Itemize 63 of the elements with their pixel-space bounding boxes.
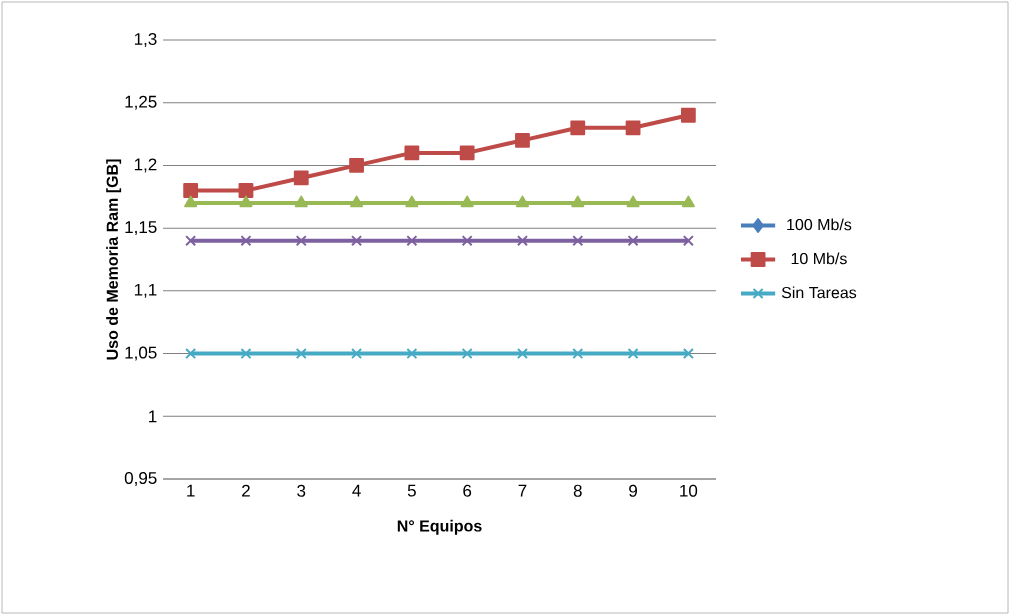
point — [459, 145, 475, 161]
point — [185, 348, 197, 360]
legend-label: 100 Mb/s — [787, 218, 852, 231]
y-tick-label: 1,05 — [125, 346, 157, 361]
point — [294, 195, 308, 208]
point — [625, 120, 641, 136]
point — [572, 348, 584, 360]
y-tick-label: 1,1 — [134, 283, 157, 298]
x-tick-label: 7 — [518, 484, 527, 497]
point — [185, 235, 197, 247]
y-tick-label: 1,15 — [125, 221, 157, 236]
point — [571, 195, 585, 208]
x-axis-title: N° Equipos — [397, 519, 482, 535]
point — [516, 235, 528, 247]
point — [682, 235, 694, 247]
point — [351, 235, 363, 247]
point — [295, 348, 307, 360]
point — [626, 195, 640, 208]
point — [570, 120, 586, 136]
x-tick-label: 8 — [573, 484, 582, 497]
x-tick-label: 6 — [463, 484, 472, 497]
point — [350, 195, 364, 208]
point — [240, 235, 252, 247]
point — [461, 235, 473, 247]
point — [239, 195, 253, 208]
point — [515, 195, 530, 208]
x-tick-label: 1 — [187, 484, 195, 497]
point — [405, 195, 419, 208]
point — [682, 348, 694, 360]
point — [460, 195, 474, 208]
x-tick-label: 3 — [297, 484, 306, 497]
point — [627, 348, 639, 360]
point — [184, 195, 198, 208]
point — [349, 158, 364, 173]
x-tick-label: 10 — [680, 484, 698, 497]
point — [680, 107, 696, 123]
point — [406, 235, 418, 247]
point — [572, 235, 584, 247]
x-tick-label: 9 — [629, 484, 637, 497]
point — [404, 145, 420, 161]
point — [515, 132, 530, 148]
point — [681, 195, 695, 208]
y-tick-label: 1,2 — [134, 158, 157, 173]
point — [406, 348, 418, 360]
y-tick-label: 1,3 — [134, 32, 157, 48]
y-tick-label: 1 — [149, 410, 157, 423]
point — [351, 348, 363, 360]
x-tick-label: 4 — [352, 484, 361, 497]
point — [240, 348, 252, 360]
point — [295, 235, 307, 247]
point — [238, 183, 254, 198]
y-tick-label: 1,25 — [125, 95, 157, 110]
point — [627, 235, 639, 247]
legend-label: Sin Tareas — [781, 286, 857, 299]
x-tick-label: 2 — [242, 484, 250, 497]
point — [293, 170, 309, 186]
x-tick-label: 5 — [407, 484, 416, 497]
point — [461, 348, 473, 360]
y-tick-label: 0,95 — [124, 471, 157, 487]
point — [183, 183, 199, 198]
legend-label: 10 Mb/s — [791, 252, 847, 265]
y-axis-title: Uso de Memoria Ram [GB] — [106, 159, 122, 360]
point — [516, 348, 528, 360]
